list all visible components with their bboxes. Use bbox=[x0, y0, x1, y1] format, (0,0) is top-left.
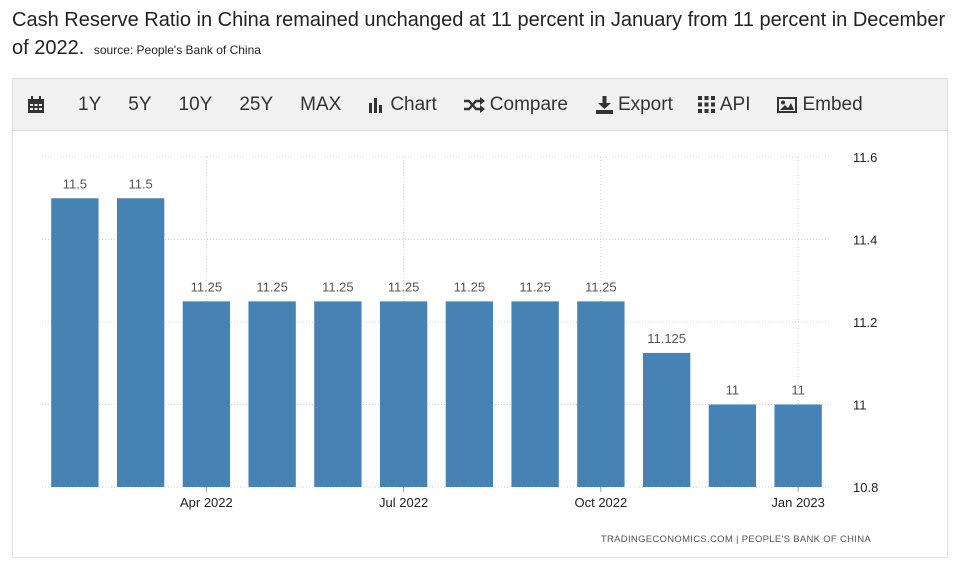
bar-feb-2022[interactable] bbox=[51, 198, 99, 487]
embed-button[interactable]: Embed bbox=[777, 93, 863, 116]
bar-jul-2022[interactable] bbox=[379, 301, 428, 487]
y-tick-label: 11 bbox=[853, 398, 867, 413]
y-tick-label: 10.8 bbox=[853, 480, 878, 495]
bar-value-label: 11.25 bbox=[191, 279, 223, 294]
bar-jun-2022[interactable] bbox=[314, 301, 362, 487]
x-tick-label: Apr 2022 bbox=[180, 495, 233, 510]
headline: Cash Reserve Ratio in China remained unc… bbox=[12, 6, 957, 64]
y-tick-label: 11.6 bbox=[853, 150, 877, 165]
api-button[interactable]: API bbox=[697, 93, 751, 116]
bar-value-label: 11.5 bbox=[128, 176, 152, 191]
api-label: API bbox=[719, 93, 751, 115]
range-25y-button[interactable]: 25Y bbox=[239, 93, 274, 115]
grid-icon bbox=[697, 96, 715, 113]
x-tick-label: Jan 2023 bbox=[771, 495, 825, 510]
chart-toolbar: 1Y 5Y 10Y 25Y MAX Chart Compare Export A… bbox=[12, 78, 948, 131]
bar-sep-2022[interactable] bbox=[511, 301, 559, 487]
y-tick-label: 11.4 bbox=[853, 233, 877, 248]
bar-value-label: 11 bbox=[726, 383, 740, 398]
chart-type-button[interactable]: Chart bbox=[368, 93, 437, 116]
shuffle-icon bbox=[463, 96, 485, 113]
bar-value-label: 11.25 bbox=[454, 279, 486, 294]
chart-credits: TRADINGECONOMICS.COM | PEOPLE'S BANK OF … bbox=[601, 534, 871, 545]
download-icon bbox=[595, 95, 613, 114]
chart-container: 10.8 11 11.2 11.4 11.6 Apr 2022 Jul 2022 Oct 20… bbox=[12, 131, 948, 558]
bar-value-label: 11 bbox=[791, 383, 805, 398]
bar-aug-2022[interactable] bbox=[445, 301, 494, 487]
calendar-button[interactable] bbox=[27, 95, 50, 114]
bar-value-label: 11.5 bbox=[63, 176, 87, 191]
bar-chart-icon bbox=[369, 97, 383, 113]
export-button[interactable]: Export bbox=[595, 93, 673, 116]
bar-mar-2022[interactable] bbox=[116, 198, 165, 487]
calendar-icon bbox=[28, 95, 44, 113]
bar-value-label: 11.125 bbox=[647, 331, 686, 346]
range-max-button[interactable]: MAX bbox=[300, 93, 342, 115]
image-icon bbox=[777, 96, 798, 113]
bar-jan-2023[interactable] bbox=[774, 404, 822, 488]
chart-type-label: Chart bbox=[390, 93, 437, 115]
range-10y-button[interactable]: 10Y bbox=[178, 93, 213, 115]
bar-value-label: 11.25 bbox=[585, 279, 617, 294]
bar-value-label: 11.25 bbox=[256, 279, 288, 294]
range-5y-button[interactable]: 5Y bbox=[128, 93, 152, 115]
bar-apr-2022[interactable] bbox=[182, 301, 231, 487]
bar-chart: 10.8 11 11.2 11.4 11.6 Apr 2022 Jul 2022 Oct 20… bbox=[42, 150, 878, 545]
bar-may-2022[interactable] bbox=[248, 301, 296, 487]
bar-value-label: 11.25 bbox=[388, 279, 420, 294]
range-1y-button[interactable]: 1Y bbox=[78, 93, 102, 115]
x-tick-label: Jul 2022 bbox=[379, 495, 428, 510]
x-tick-label: Oct 2022 bbox=[574, 495, 627, 510]
export-label: Export bbox=[617, 93, 673, 115]
headline-text: Cash Reserve Ratio in China remained unc… bbox=[12, 9, 946, 59]
compare-label: Compare bbox=[489, 93, 568, 115]
embed-label: Embed bbox=[802, 93, 863, 115]
y-tick-label: 11.2 bbox=[853, 315, 877, 330]
bar-dec-2022[interactable] bbox=[708, 404, 757, 488]
bar-nov-2022[interactable] bbox=[642, 352, 691, 487]
bar-oct-2022[interactable] bbox=[577, 301, 625, 487]
bar-value-label: 11.25 bbox=[322, 279, 354, 294]
headline-source: source: People's Bank of China bbox=[93, 43, 261, 57]
compare-button[interactable]: Compare bbox=[463, 94, 568, 116]
bar-value-label: 11.25 bbox=[519, 279, 551, 294]
